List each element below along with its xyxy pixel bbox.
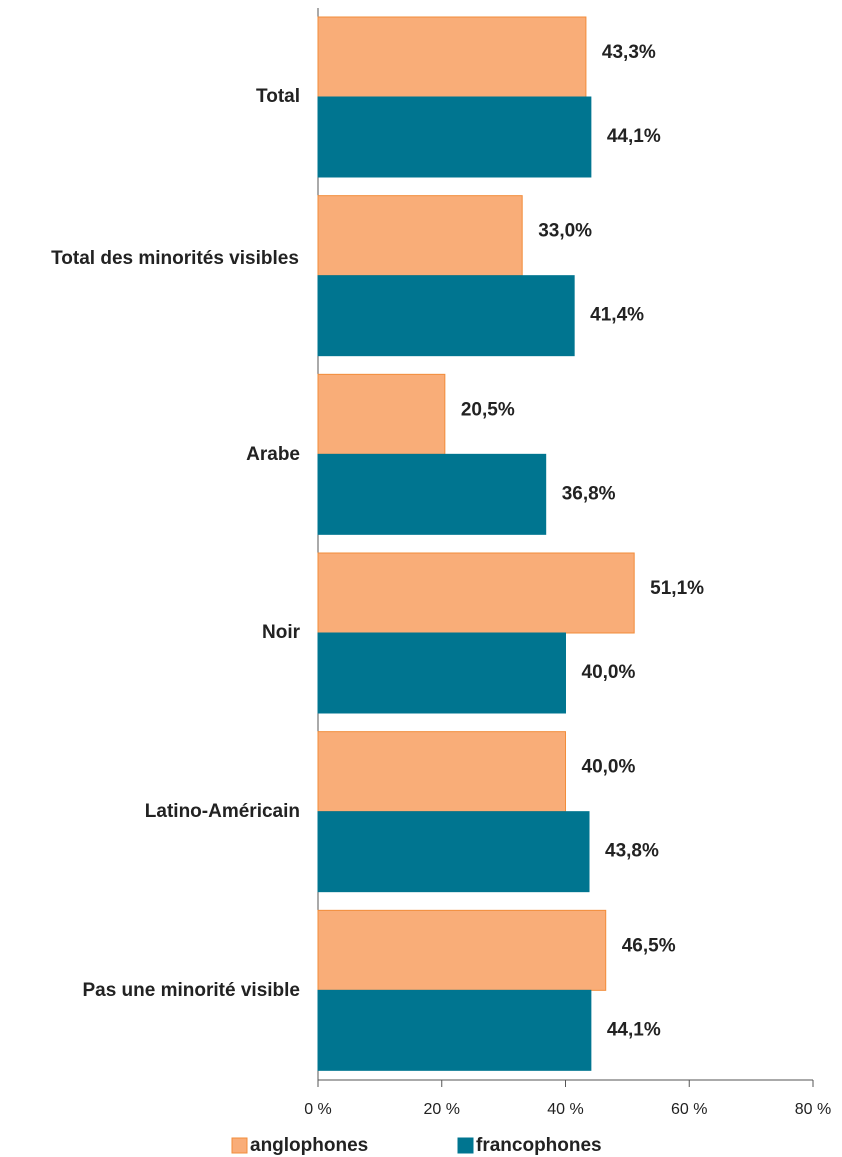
bar bbox=[317, 632, 566, 714]
category-label: Total des minorités visibles bbox=[51, 248, 299, 269]
value-label: 43,8% bbox=[605, 841, 659, 862]
bar bbox=[317, 989, 592, 1071]
category-label: Arabe bbox=[246, 443, 300, 465]
value-label: 40,0% bbox=[582, 662, 636, 683]
value-label: 41,4% bbox=[590, 305, 644, 326]
x-tick-label: 40 % bbox=[547, 1101, 583, 1118]
value-label: 40,0% bbox=[582, 757, 636, 778]
value-label: 43,3% bbox=[602, 42, 656, 63]
legend-label: francophones bbox=[476, 1135, 602, 1156]
legend-label: anglophones bbox=[250, 1135, 368, 1156]
value-label: 44,1% bbox=[607, 1019, 661, 1040]
category-label: Noir bbox=[262, 622, 300, 644]
bar bbox=[317, 373, 446, 455]
bar bbox=[317, 96, 592, 178]
bar bbox=[317, 16, 587, 98]
bar bbox=[317, 909, 607, 991]
x-tick-label: 20 % bbox=[424, 1101, 460, 1118]
value-label: 51,1% bbox=[650, 578, 704, 599]
x-tick-label: 0 % bbox=[304, 1101, 332, 1118]
bar bbox=[317, 195, 523, 277]
x-tick-label: 80 % bbox=[795, 1101, 831, 1118]
category-label: Total bbox=[256, 86, 300, 108]
bar bbox=[317, 731, 566, 813]
category-label: Latino-Américain bbox=[144, 801, 300, 822]
legend-swatch bbox=[231, 1137, 248, 1154]
category-label: Pas une minorité visible bbox=[82, 979, 300, 1001]
value-label: 46,5% bbox=[622, 935, 676, 956]
bar bbox=[317, 552, 635, 634]
bar bbox=[317, 453, 547, 535]
bar bbox=[317, 275, 575, 357]
value-label: 20,5% bbox=[461, 399, 515, 420]
bar bbox=[317, 811, 590, 893]
value-label: 44,1% bbox=[607, 126, 661, 147]
x-tick-label: 60 % bbox=[671, 1101, 707, 1118]
value-label: 33,0% bbox=[538, 221, 592, 242]
value-label: 36,8% bbox=[562, 483, 616, 504]
legend-swatch bbox=[457, 1137, 474, 1154]
